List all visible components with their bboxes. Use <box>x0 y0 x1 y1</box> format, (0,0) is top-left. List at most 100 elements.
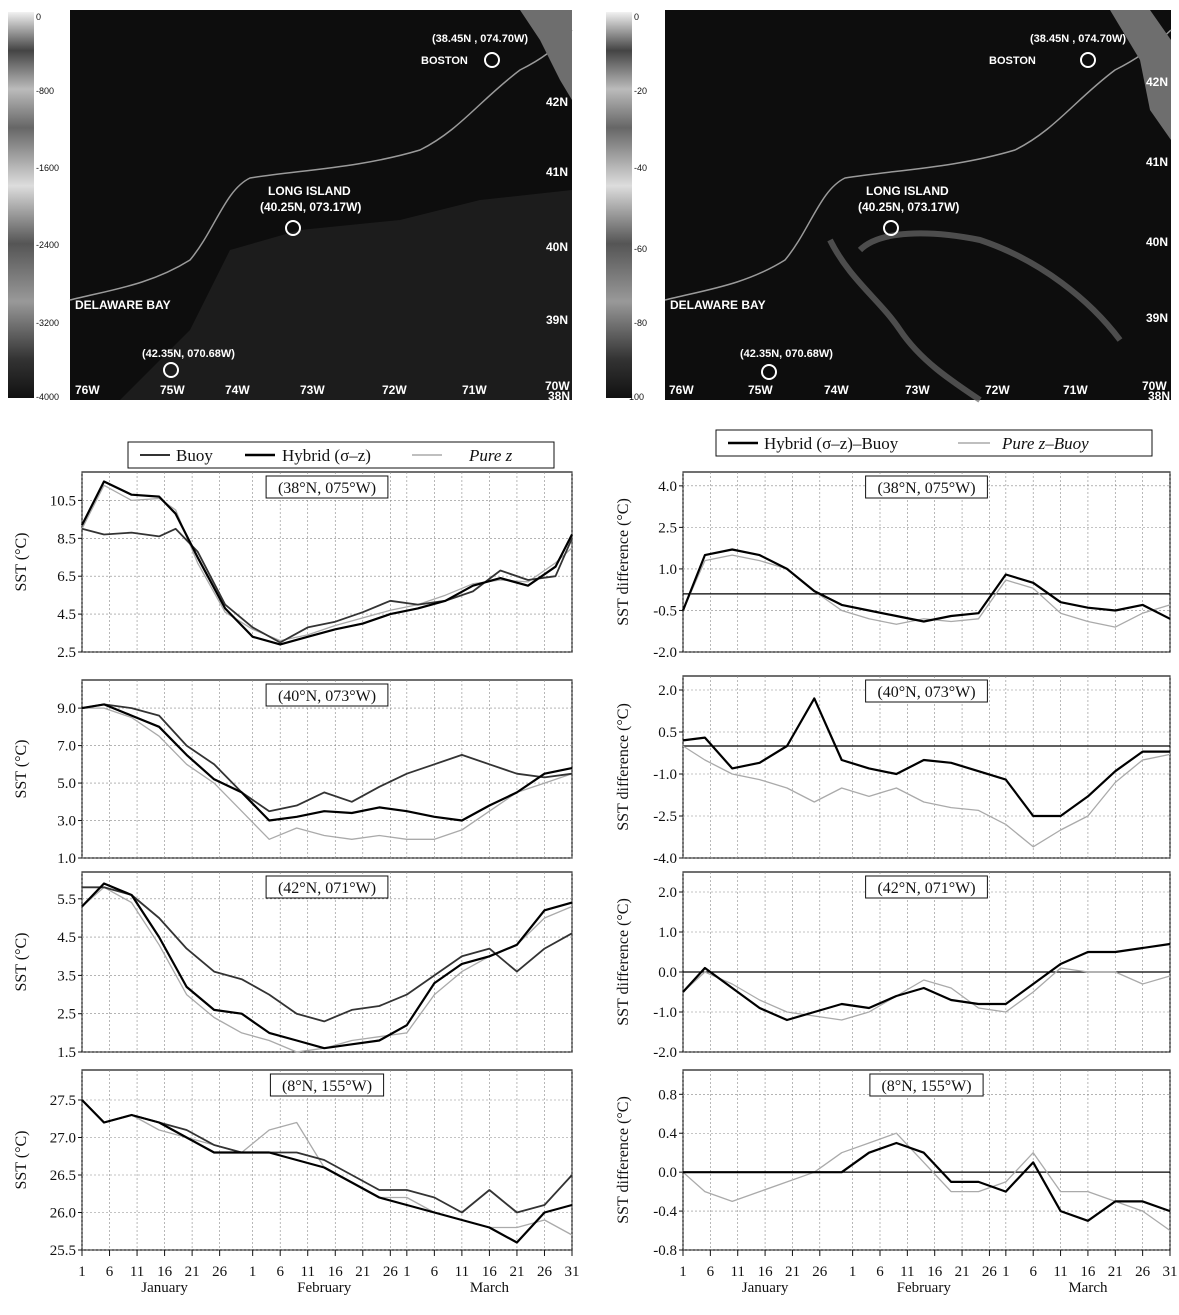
x-tick-label: 21 <box>1108 1264 1123 1280</box>
y-tick-label: -2.5 <box>653 809 677 825</box>
lon-label: 76W <box>75 383 100 397</box>
panel-title: (40°N, 073°W) <box>877 684 975 701</box>
series-line-pure-z <box>82 707 573 840</box>
y-tick-label: 26.0 <box>50 1206 76 1222</box>
y-axis-label: SST (°C) <box>13 739 30 798</box>
x-tick-label: 26 <box>537 1264 553 1280</box>
panel-3: 5.5 4.5 3.5 2.5 1.5 (42°N, 071°W) SST (°C) <box>13 871 573 1061</box>
y-tick-label: 2.0 <box>658 683 677 699</box>
x-tick-label: 26 <box>812 1264 828 1280</box>
colorbar-tick: -800 <box>36 86 54 96</box>
lon-label: 72W <box>382 383 407 397</box>
lon-label: 75W <box>160 383 185 397</box>
legend-right: Hybrid (σ–z)–Buoy Pure z–Buoy <box>715 429 1153 457</box>
legend-left: Buoy Hybrid (σ–z) Pure z <box>127 441 555 469</box>
series-line-hybrid-z- <box>81 1099 573 1244</box>
coastline <box>69 29 573 301</box>
x-tick-label: 21 <box>955 1264 970 1280</box>
panel-6: 2.0 0.5 -1.0 -2.5 -4.0 (40°N, 073°W) SST diffe… <box>615 675 1171 867</box>
colorbar-tick: -2400 <box>36 240 59 250</box>
lat-label: 40N <box>1146 235 1168 249</box>
y-axis-label: SST difference (°C) <box>615 898 632 1026</box>
panel-title: (42°N, 071°W) <box>877 880 975 897</box>
colorbar-tick: -40 <box>634 163 647 173</box>
lat-labels: 42N 41N 40N 39N 38N <box>546 95 570 403</box>
panel-frame <box>682 471 1171 653</box>
y-tick-label: -2.0 <box>653 645 677 661</box>
x-tick-label: 21 <box>185 1264 200 1280</box>
panel-1: 10.5 8.5 6.5 4.5 2.5 (38°N, 075°W) SST (°C) <box>13 471 573 661</box>
x-tick-label: 6 <box>1029 1264 1037 1280</box>
lon-label: 73W <box>300 383 325 397</box>
series-line-buoy <box>82 886 573 1023</box>
x-tick-label: 11 <box>730 1264 744 1280</box>
x-tick-label: 1 <box>249 1264 257 1280</box>
series-line-pure-z-buoy <box>682 745 1171 848</box>
panel-title-box <box>869 1073 984 1097</box>
y-tick-label: 9.0 <box>57 701 76 717</box>
x-tick-label: 6 <box>707 1264 715 1280</box>
series-line-hybrid-z- <box>81 703 573 822</box>
x-tick-label: 21 <box>355 1264 370 1280</box>
panel-title-box <box>865 875 988 899</box>
series-line-pure-z-buoy <box>682 967 1171 1021</box>
y-tick-label: 1.0 <box>658 925 677 941</box>
x-tick-label: 26 <box>212 1264 228 1280</box>
panel-title-box <box>265 875 389 899</box>
x-tick-label: 6 <box>106 1264 114 1280</box>
legend-label-hybrid-diff: Hybrid (σ–z)–Buoy <box>764 434 899 453</box>
delaware-coord-label: (42.35N, 070.68W) <box>142 348 235 360</box>
panel-frame <box>81 871 573 1053</box>
legend-label-hybrid: Hybrid (σ–z) <box>282 446 371 465</box>
lon-label: 74W <box>225 383 250 397</box>
y-tick-label: -0.8 <box>653 1243 677 1259</box>
x-tick-label: 1 <box>849 1264 857 1280</box>
long-island-label: LONG ISLAND <box>268 184 351 198</box>
lon-labels: 76W 75W 74W 73W 72W 71W 70W <box>75 379 570 397</box>
delaware-marker <box>761 364 777 380</box>
y-tick-label: 4.5 <box>57 930 76 946</box>
panel-5: 4.0 2.5 1.0 -0.5 -2.0 (38°N, 075°W) SST differ… <box>615 471 1171 661</box>
panel-2: 9.0 7.0 5.0 3.0 1.0 (40°N, 073°W) SST (°C) <box>13 679 573 867</box>
y-tick-label: -1.0 <box>653 767 677 783</box>
x-tick-label: 21 <box>509 1264 524 1280</box>
series-line-hybrid-z-buoy <box>682 942 1171 1022</box>
lat-label: 39N <box>546 313 568 327</box>
panel-title: (42°N, 071°W) <box>278 880 376 897</box>
panel-title: (38°N, 075°W) <box>877 480 975 497</box>
y-axis-label: SST difference (°C) <box>615 1096 632 1224</box>
lat-label: 38N <box>1148 389 1170 403</box>
lon-label: 73W <box>905 383 930 397</box>
lat-label: 41N <box>546 165 568 179</box>
y-tick-label: 25.5 <box>50 1243 76 1259</box>
month-label: February <box>297 1280 352 1296</box>
map-depth: 0 -800 -1600 -2400 -3200 -4000 (38.45N ,… <box>8 10 573 403</box>
x-tick-label: 26 <box>383 1264 399 1280</box>
panel-title: (8°N, 155°W) <box>282 1078 372 1095</box>
y-tick-label: -0.5 <box>653 603 677 619</box>
panel-title-box <box>865 679 988 703</box>
y-tick-label: 27.5 <box>50 1093 76 1109</box>
boston-coord-label: (38.45N , 074.70W) <box>1030 33 1126 45</box>
y-axis-label: SST (°C) <box>13 1130 30 1189</box>
y-tick-label: 0.4 <box>658 1126 677 1142</box>
series-line-hybrid-z-buoy <box>683 1141 1171 1222</box>
colorbar-tick: -1600 <box>36 163 59 173</box>
month-label: January <box>141 1280 188 1296</box>
lat-label: 38N <box>548 389 570 403</box>
y-tick-label: 0.0 <box>658 965 677 981</box>
month-label: February <box>897 1280 952 1296</box>
month-label: March <box>470 1280 510 1296</box>
x-tick-label: 31 <box>1163 1264 1178 1280</box>
lat-labels: 42N 41N 40N 39N 38N <box>1146 75 1170 403</box>
legend-label-buoy: Buoy <box>176 446 213 465</box>
lon-label: 71W <box>1063 383 1088 397</box>
y-tick-label: 1.0 <box>658 562 677 578</box>
colorbar-tick: -3200 <box>36 318 59 328</box>
x-tick-label: 16 <box>328 1264 344 1280</box>
colorbar-tick: -60 <box>634 244 647 254</box>
long-island-label: LONG ISLAND <box>866 184 949 198</box>
long-island-coord-label: (40.25N, 073.17W) <box>858 200 959 214</box>
